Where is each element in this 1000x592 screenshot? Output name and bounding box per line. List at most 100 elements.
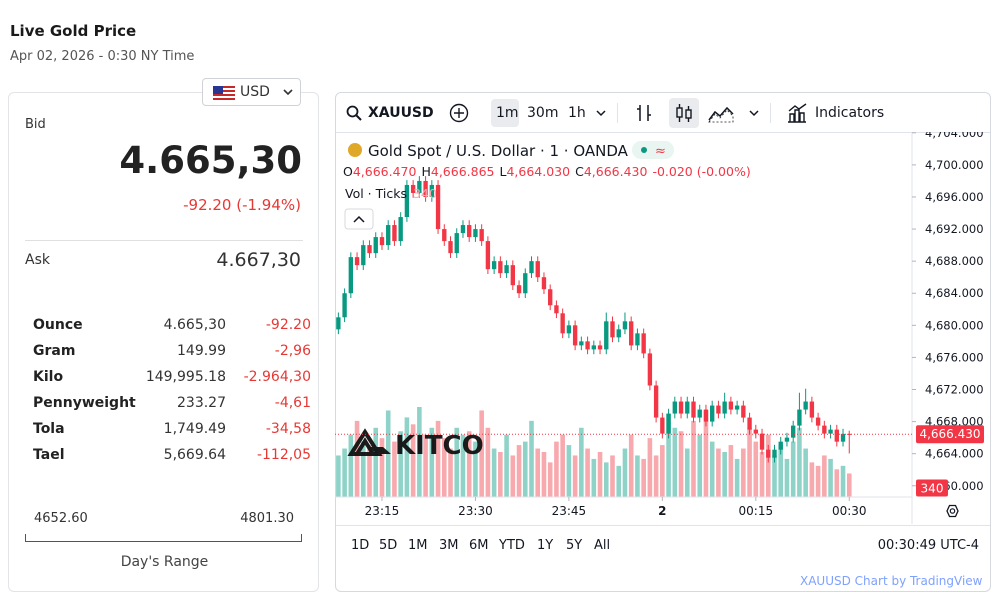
- volume-bar: [379, 438, 385, 497]
- candle-body: [653, 385, 659, 418]
- volume-bar: [809, 462, 815, 497]
- volume-bar: [628, 434, 634, 497]
- interval-active-bg: [491, 99, 519, 127]
- volume-bar: [585, 448, 590, 497]
- volume-bar: [398, 431, 403, 497]
- bar-type-icon[interactable]: [634, 103, 654, 123]
- interval-dropdown[interactable]: [596, 109, 606, 117]
- candle-body: [467, 225, 472, 238]
- candle-body: [479, 229, 484, 242]
- range-button[interactable]: YTD: [499, 538, 525, 553]
- candle-body: [523, 273, 528, 294]
- candle-body: [809, 401, 815, 418]
- volume-bar: [491, 448, 497, 497]
- unit-name: Ounce: [33, 317, 83, 333]
- range-button[interactable]: All: [594, 538, 611, 553]
- range-button[interactable]: 5Y: [566, 538, 583, 553]
- candle-body: [629, 321, 634, 346]
- timestamp: Apr 02, 2026 - 0:30 NY Time: [10, 49, 195, 64]
- page-title: Live Gold Price: [10, 22, 137, 40]
- gold-icon: [348, 143, 362, 157]
- range-button[interactable]: 1D: [351, 538, 370, 553]
- candle-body: [641, 333, 646, 354]
- volume-bar: [722, 452, 727, 497]
- x-tick-label: 23:30: [458, 504, 493, 518]
- candle-body: [342, 293, 347, 318]
- search-icon[interactable]: [346, 105, 362, 121]
- interval-button[interactable]: 1h: [568, 105, 586, 121]
- volume-bar: [597, 452, 603, 497]
- candle-type-icon[interactable]: [674, 103, 694, 123]
- currency-select[interactable]: USD: [202, 78, 301, 106]
- collapse-legend[interactable]: [344, 208, 374, 230]
- candle-body: [710, 405, 715, 422]
- volume-bar: [610, 455, 615, 497]
- volume-bar: [653, 455, 659, 497]
- interval-button[interactable]: 1m: [496, 105, 519, 121]
- candle-body: [722, 401, 727, 414]
- unit-price: 1,749.49: [163, 421, 226, 437]
- volume-bar: [417, 407, 422, 497]
- candle-body: [691, 401, 696, 418]
- candle-body: [797, 409, 802, 426]
- ohlc-value: 4,666.470: [353, 164, 417, 179]
- candle-body: [554, 305, 559, 314]
- unit-price: 4.665,30: [163, 317, 226, 333]
- area-type-icon[interactable]: [708, 103, 734, 123]
- x-tick-label: 23:15: [365, 504, 400, 518]
- volume-bar: [734, 458, 740, 497]
- volume-bar: [728, 445, 734, 497]
- unit-name: Tael: [33, 447, 65, 463]
- y-tick-label: 4,696.000: [925, 190, 984, 204]
- candle-body: [348, 257, 354, 294]
- volume-bar: [410, 424, 416, 497]
- candle-active-bg: [669, 98, 699, 128]
- divider: [25, 240, 303, 241]
- last-volume-box: [916, 479, 948, 497]
- candle-body: [485, 241, 491, 270]
- us-flag: [213, 86, 235, 100]
- y-tick-label: 4,664.000: [925, 447, 984, 461]
- candle-body: [410, 184, 416, 193]
- watermark-text: KITCO: [395, 431, 484, 461]
- interval-button[interactable]: 30m: [527, 105, 559, 121]
- symbol[interactable]: XAUUSD: [368, 105, 434, 121]
- volume-bar: [834, 469, 840, 497]
- unit-row: Kilo 149,995.18 -2.964,30: [33, 369, 311, 389]
- volume-bar: [435, 420, 441, 497]
- volume-bar: [678, 431, 684, 497]
- candle-body: [442, 229, 447, 242]
- add-symbol[interactable]: [449, 103, 469, 123]
- candle-body: [753, 429, 758, 434]
- last-volume-label: 340: [921, 481, 944, 495]
- candle-body: [417, 180, 422, 193]
- separator: [770, 103, 771, 123]
- settings-icon[interactable]: [946, 504, 959, 518]
- range-button[interactable]: 1Y: [537, 538, 554, 553]
- chart-type-dropdown[interactable]: [749, 109, 759, 117]
- volume-bar: [348, 434, 354, 497]
- indicators-icon[interactable]: [786, 102, 808, 124]
- range-button[interactable]: 1M: [408, 538, 428, 553]
- indicators-button[interactable]: Indicators: [815, 105, 885, 121]
- volume-bar: [485, 427, 491, 497]
- volume-bar: [591, 458, 597, 497]
- y-tick-label: 4,676.000: [925, 350, 984, 364]
- y-tick-label: 4,672.000: [925, 383, 984, 397]
- candle-body: [460, 225, 466, 234]
- candle-body: [616, 329, 621, 338]
- candle-body: [747, 417, 752, 430]
- volume-bar: [566, 445, 572, 497]
- candle-body: [435, 184, 441, 230]
- unit-change: -112,05: [256, 447, 311, 463]
- attribution[interactable]: XAUUSD Chart by TradingView: [800, 574, 983, 588]
- last-price-box: [916, 425, 984, 444]
- volume-bar: [392, 441, 397, 497]
- unit-row: Tael 5,669.64 -112,05: [33, 447, 311, 467]
- x-tick-label: 00:30: [832, 504, 867, 518]
- range-button[interactable]: 6M: [469, 538, 489, 553]
- range-button[interactable]: 5D: [379, 538, 398, 553]
- range-button[interactable]: 3M: [439, 538, 459, 553]
- candle-body: [778, 441, 783, 450]
- volume-bar: [616, 465, 622, 497]
